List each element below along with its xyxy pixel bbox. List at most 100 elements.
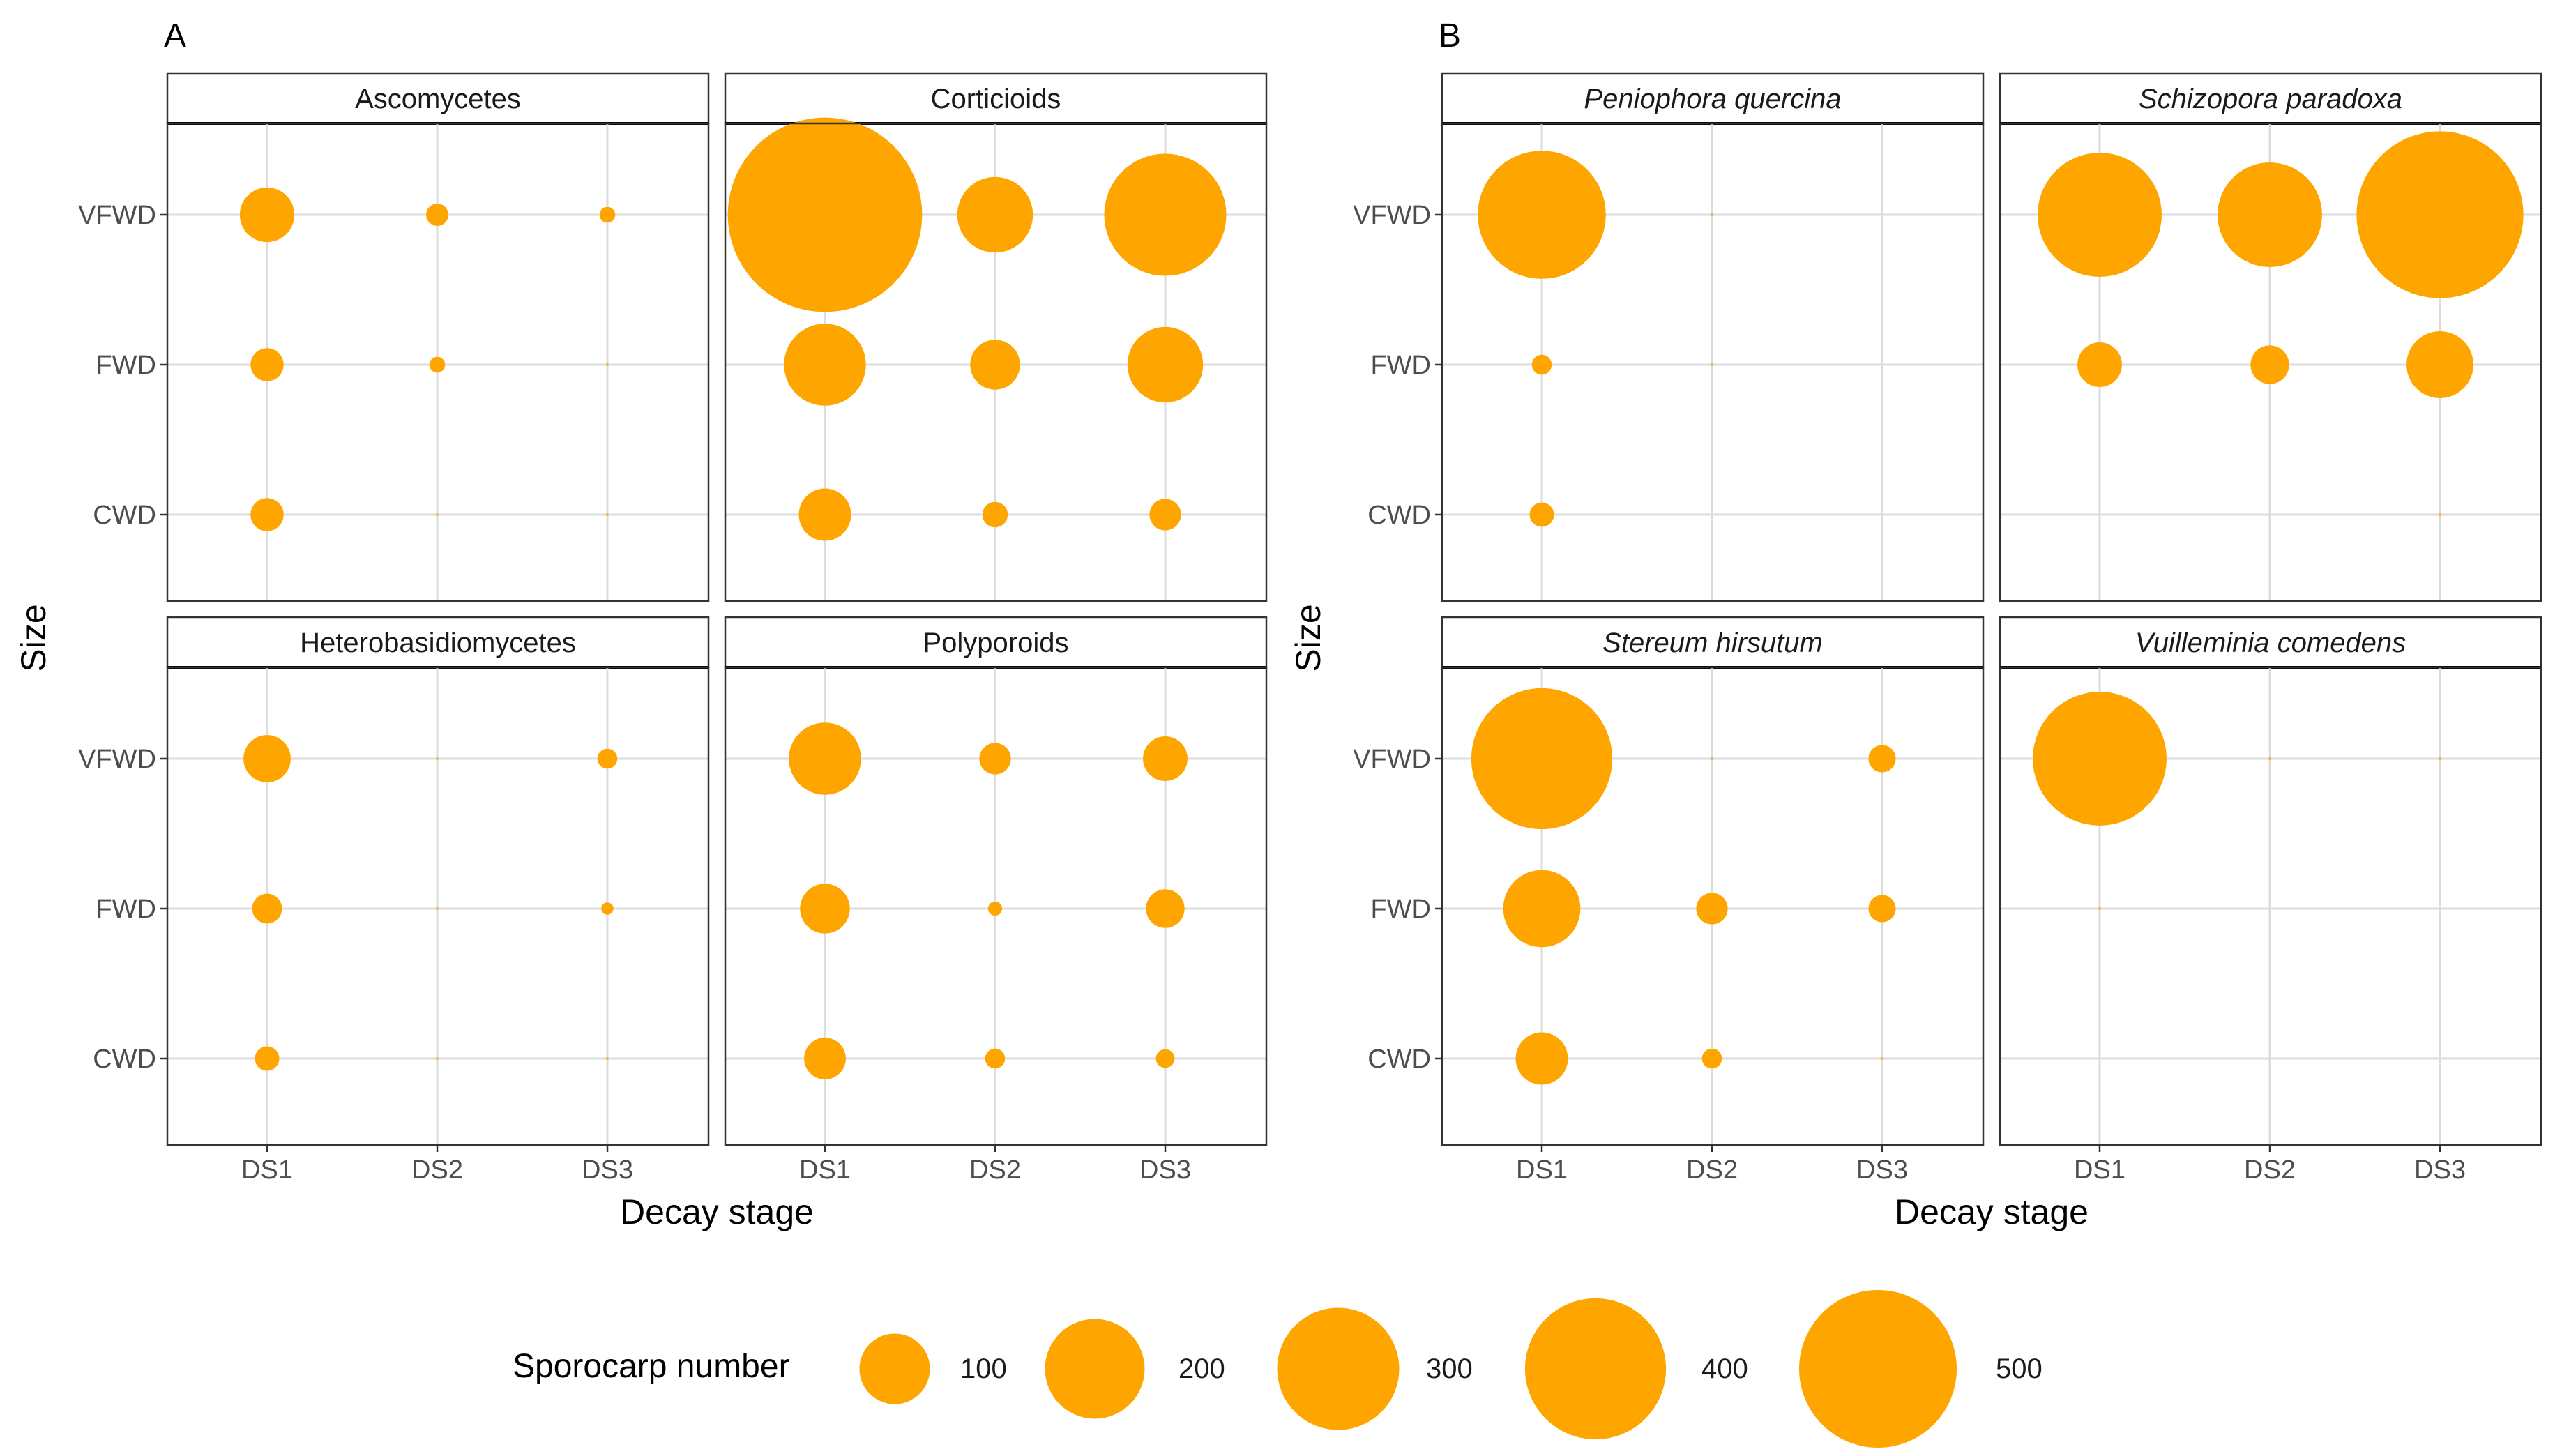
bubble-point (1701, 1048, 1722, 1069)
bubble-point (2098, 907, 2101, 910)
bubble-point (1868, 745, 1896, 773)
bubble-point (1881, 1057, 1883, 1060)
bubble-point (606, 513, 609, 516)
bubble-point (252, 893, 282, 924)
bubble-point (2218, 162, 2322, 267)
bubble-point (982, 501, 1008, 528)
y-tick-label: FWD (96, 351, 156, 380)
bubble-point (2356, 131, 2524, 298)
bubble-point (601, 902, 614, 915)
bubble-point (985, 1048, 1006, 1069)
x-tick-label: DS1 (2074, 1155, 2125, 1185)
facet-title: Schizopora paradoxa (2139, 84, 2402, 114)
legend-label-200: 200 (1178, 1353, 1225, 1384)
bubble-point (804, 1038, 846, 1079)
legend-key-500 (1799, 1290, 1957, 1448)
bubble-point (1696, 893, 1728, 925)
bubble-point (784, 324, 866, 406)
panel-border (166, 122, 710, 602)
facet-strip (724, 72, 1268, 125)
y-tick-label: VFWD (78, 745, 156, 774)
bubble-point (1127, 326, 1204, 403)
bubble-point (979, 743, 1011, 775)
bubble-point (798, 488, 851, 541)
y-tick-label: VFWD (1353, 201, 1431, 230)
facet-strip (1999, 616, 2542, 669)
legend-key-100 (859, 1333, 930, 1404)
bubble-point (243, 735, 291, 782)
bubble-point (429, 356, 446, 373)
panel-border (1441, 122, 1985, 602)
facet-strip (1441, 72, 1985, 125)
x-tick-label: DS2 (411, 1155, 463, 1185)
legend-label-100: 100 (960, 1353, 1007, 1384)
bubble-point (2077, 342, 2122, 387)
y-tick-label: VFWD (78, 201, 156, 230)
bubble-point (970, 340, 1020, 390)
bubble-point (1531, 354, 1552, 375)
panel-letter-A: A (164, 17, 186, 54)
bubble-point (1104, 153, 1227, 276)
bubble-point (606, 363, 609, 366)
bubble-point (1478, 151, 1606, 279)
y-axis-title: Size (1289, 604, 1328, 672)
x-tick-label: DS2 (969, 1155, 1021, 1185)
bubble-point (1515, 1032, 1568, 1085)
bubble-point (2038, 153, 2162, 277)
bubble-point (2250, 345, 2289, 384)
bubble-point (1711, 757, 1713, 760)
bubble-point (1711, 363, 1713, 366)
panel-border (724, 122, 1268, 602)
bubble-point (1143, 736, 1188, 781)
bubble-point (2439, 757, 2441, 760)
bubble-point (2406, 331, 2473, 398)
legend-key-300 (1277, 1307, 1400, 1430)
y-tick-label: FWD (96, 895, 156, 924)
panel-letter-B: B (1439, 17, 1461, 54)
x-axis-title: Decay stage (620, 1192, 814, 1231)
bubble-point (255, 1046, 280, 1071)
x-axis-title: Decay stage (1895, 1192, 2089, 1231)
y-tick-label: CWD (1367, 1045, 1431, 1074)
bubble-point (1149, 499, 1181, 531)
legend-label-500: 500 (1996, 1353, 2042, 1384)
facet-strip (1999, 72, 2542, 125)
x-tick-label: DS1 (241, 1155, 293, 1185)
y-tick-label: CWD (93, 1045, 156, 1074)
bubble-point (2033, 692, 2167, 826)
facet-strip (166, 616, 710, 669)
bubble-point (800, 884, 850, 934)
bubble-point (1471, 688, 1613, 830)
bubble-point (597, 748, 618, 769)
bubble-point (1146, 889, 1185, 928)
bubble-point (436, 513, 439, 516)
y-tick-label: FWD (1370, 351, 1431, 380)
bubble-point (1529, 502, 1554, 527)
bubble-point (606, 1057, 609, 1060)
y-tick-label: VFWD (1353, 745, 1431, 774)
facet-strip (1441, 616, 1985, 669)
y-tick-label: CWD (1367, 501, 1431, 530)
legend-key-200 (1045, 1319, 1145, 1419)
x-tick-label: DS1 (799, 1155, 851, 1185)
facet-title: Ascomycetes (355, 84, 521, 114)
y-tick-label: CWD (93, 501, 156, 530)
bubble-point (1503, 870, 1581, 948)
x-tick-label: DS1 (1516, 1155, 1568, 1185)
x-tick-label: DS2 (1686, 1155, 1738, 1185)
x-tick-label: DS3 (2414, 1155, 2466, 1185)
x-tick-label: DS3 (582, 1155, 633, 1185)
bubble-point (2439, 513, 2441, 516)
y-axis-title: Size (14, 604, 53, 672)
legend-label-300: 300 (1426, 1353, 1473, 1384)
facet-strip (166, 72, 710, 125)
bubble-point (426, 204, 448, 226)
legend-title: Sporocarp number (513, 1348, 790, 1385)
bubble-point (2268, 757, 2271, 760)
bubble-point (436, 907, 439, 910)
bubble-point (436, 1057, 439, 1060)
facet-title: Vuilleminia comedens (2135, 628, 2406, 658)
bubble-point (1155, 1049, 1175, 1068)
bubble-point (436, 757, 439, 760)
x-tick-label: DS3 (1139, 1155, 1191, 1185)
